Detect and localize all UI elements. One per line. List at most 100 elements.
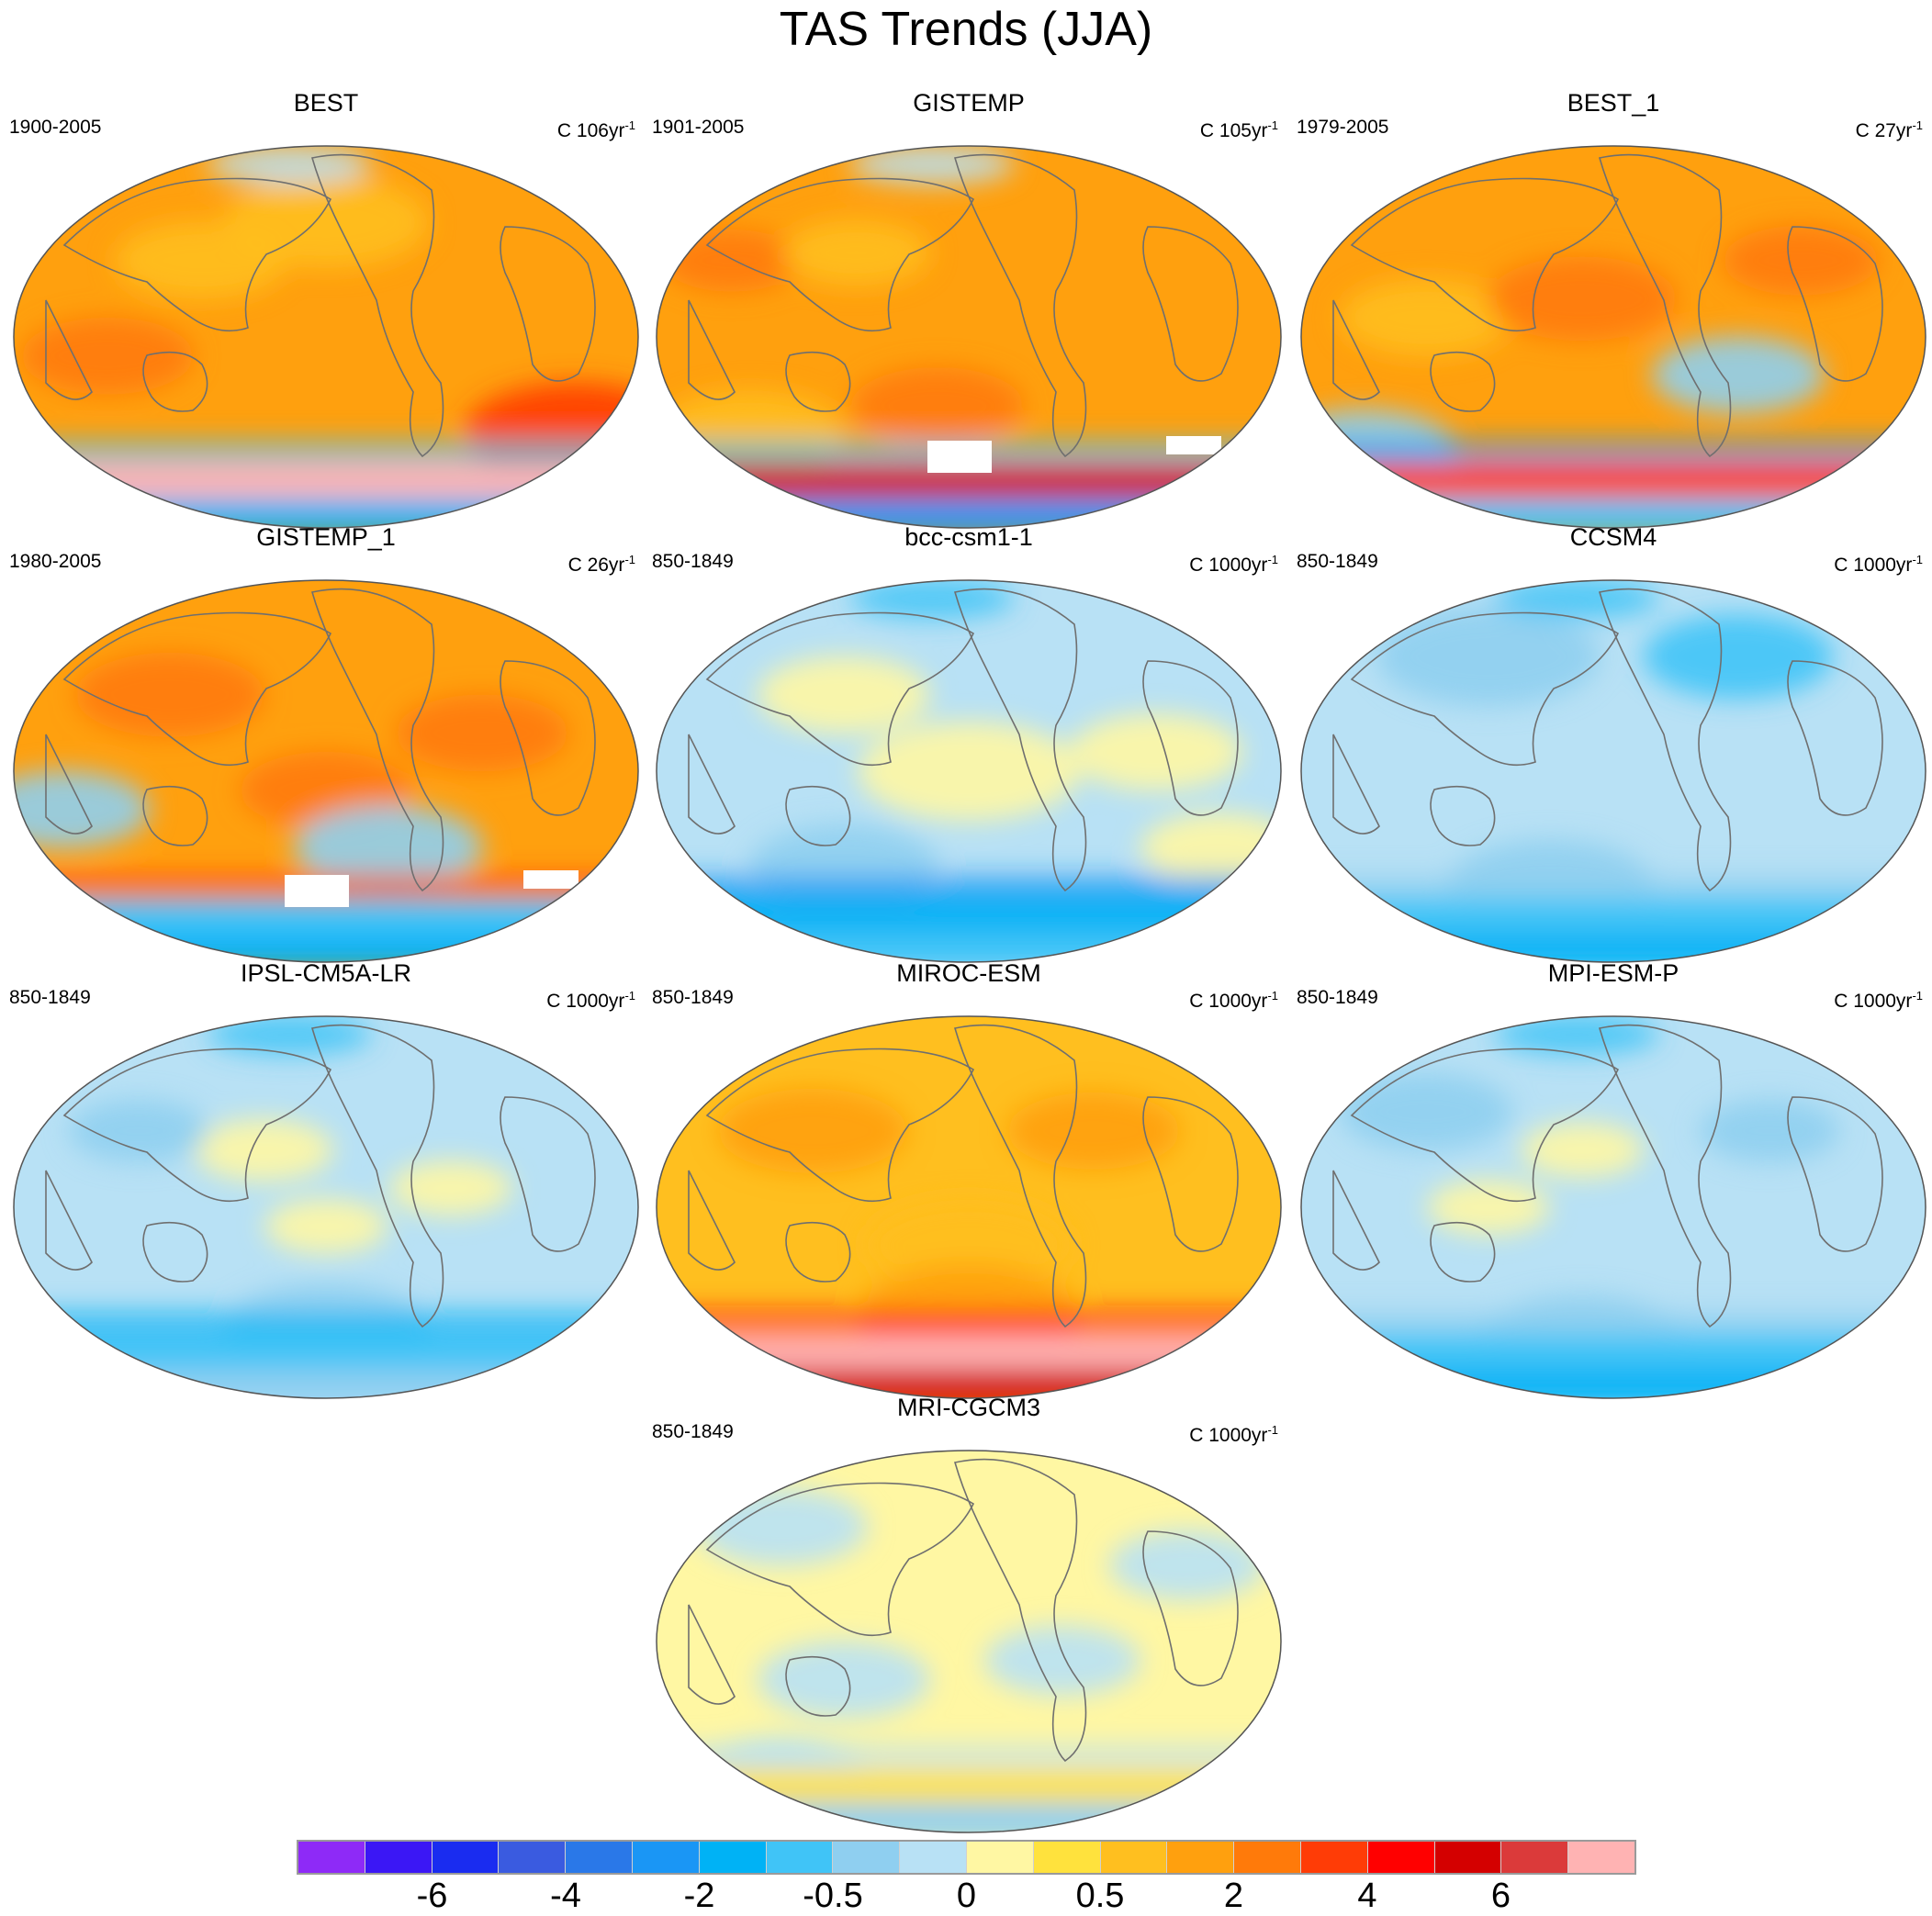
- map-canvas: [1300, 145, 1926, 529]
- trend-anomaly-region: [1427, 1180, 1550, 1235]
- antarctic-region: [657, 1803, 1281, 1832]
- map-canvas: [656, 1015, 1282, 1399]
- colorbar-box: [1100, 1842, 1168, 1873]
- map-projection-outline: [13, 579, 639, 963]
- map-canvas: [656, 1450, 1282, 1833]
- figure-title: TAS Trends (JJA): [779, 3, 1153, 56]
- map-canvas: [13, 145, 639, 529]
- missing-data-patch: [1166, 436, 1221, 454]
- missing-data-patch: [523, 870, 578, 889]
- panel-units: C 1000yr-1: [1834, 989, 1923, 1012]
- colorbar-box: [966, 1842, 1034, 1873]
- map-projection-outline: [656, 1015, 1282, 1399]
- colorbar-box: [1367, 1842, 1435, 1873]
- panel-title: GISTEMP: [913, 89, 1025, 117]
- colorbar-box: [499, 1842, 567, 1873]
- map-panel: IPSL-CM5A-LR 850-1849 C 1000yr-1: [9, 959, 643, 1399]
- antarctic-region: [657, 1311, 1281, 1335]
- panel-period: 1979-2005: [1297, 117, 1389, 138]
- panel-period: 850-1849: [652, 551, 734, 572]
- coastlines: [688, 588, 1239, 892]
- map-panel: GISTEMP_1 1980-2005 C 26yr-1: [9, 523, 643, 963]
- panel-period: 1980-2005: [9, 551, 102, 572]
- colorbar-box: [900, 1842, 967, 1873]
- colorbar-tick-label: 6: [1490, 1877, 1511, 1915]
- map-panel: MIROC-ESM 850-1849 C 1000yr-1: [652, 959, 1286, 1399]
- panel-title: BEST: [293, 89, 359, 117]
- colorbar: [297, 1840, 1636, 1875]
- coastlines: [45, 588, 596, 892]
- colorbar-tick-label: -6: [416, 1877, 448, 1915]
- map-projection-outline: [1300, 1015, 1926, 1399]
- map-projection-outline: [656, 145, 1282, 529]
- trend-anomaly-region: [75, 652, 264, 737]
- trend-anomaly-region: [1340, 1073, 1512, 1150]
- colorbar-box: [298, 1842, 365, 1873]
- map-projection-outline: [13, 1015, 639, 1399]
- trend-anomaly-region: [1070, 713, 1242, 791]
- arctic-region: [1494, 580, 1659, 619]
- map-canvas: [656, 579, 1282, 963]
- map-panel: BEST 1900-2005 C 106yr-1: [9, 89, 643, 529]
- trend-anomaly-region: [758, 655, 930, 734]
- panel-period: 850-1849: [1297, 987, 1378, 1008]
- colorbar-box: [432, 1842, 500, 1873]
- colorbar-box: [1167, 1842, 1235, 1873]
- colorbar-box: [699, 1842, 767, 1873]
- antarctic-region: [14, 441, 638, 465]
- trend-anomaly-region: [782, 219, 931, 286]
- colorbar-box: [566, 1842, 633, 1873]
- panel-title: MRI-CGCM3: [897, 1394, 1040, 1421]
- trend-anomaly-region: [1109, 1529, 1265, 1600]
- panel-units: C 1000yr-1: [1834, 553, 1923, 576]
- antarctic-region: [1301, 1311, 1926, 1335]
- panel-period: 1901-2005: [652, 117, 745, 138]
- southern-ocean-band: [1301, 1334, 1926, 1371]
- trend-anomaly-region: [1652, 336, 1825, 414]
- arctic-region: [849, 580, 1015, 619]
- panel-title: IPSL-CM5A-LR: [240, 959, 412, 987]
- map-projection-outline: [656, 579, 1282, 963]
- antarctic-region: [1301, 1369, 1926, 1398]
- colorbar-box: [1568, 1842, 1634, 1873]
- map-panel: MPI-ESM-P 850-1849 C 1000yr-1: [1297, 959, 1930, 1399]
- panel-period: 1900-2005: [9, 117, 102, 138]
- colorbar-box: [1234, 1842, 1301, 1873]
- arctic-region: [207, 1016, 372, 1055]
- map-panel: CCSM4 850-1849 C 1000yr-1: [1297, 523, 1930, 963]
- colorbar-box: [833, 1842, 901, 1873]
- panel-units: C 27yr-1: [1855, 118, 1923, 141]
- colorbar-tick-label: 0.5: [1075, 1877, 1125, 1915]
- trend-anomaly-region: [758, 1641, 930, 1719]
- colorbar-tick-label: -4: [550, 1877, 581, 1915]
- panel-units: C 1000yr-1: [1189, 553, 1278, 576]
- trend-anomaly-region: [1377, 607, 1600, 707]
- panel-units: C 26yr-1: [567, 553, 635, 576]
- trend-anomaly-region: [661, 229, 802, 292]
- trend-anomaly-region: [1723, 225, 1879, 296]
- map-canvas: [13, 1015, 639, 1399]
- map-panel: bcc-csm1-1 850-1849 C 1000yr-1: [652, 523, 1286, 963]
- trend-anomaly-region: [1644, 614, 1833, 700]
- trend-anomaly-region: [1700, 1099, 1839, 1162]
- trend-anomaly-region: [1521, 1122, 1644, 1178]
- trend-anomaly-region: [851, 366, 1024, 444]
- panel-title: GISTEMP_1: [256, 523, 396, 551]
- map-projection-outline: [1300, 579, 1926, 963]
- panel-period: 850-1849: [652, 987, 734, 1008]
- antarctic-region: [1301, 441, 1926, 465]
- panel-period: 850-1849: [1297, 551, 1378, 572]
- missing-data-patch: [285, 875, 349, 907]
- coastlines: [688, 153, 1239, 458]
- trend-anomaly-region: [718, 1088, 907, 1173]
- map-canvas: [1300, 1015, 1926, 1399]
- panel-title: MIROC-ESM: [896, 959, 1041, 987]
- map-canvas: [1300, 579, 1926, 963]
- trend-anomaly-region: [194, 1118, 333, 1182]
- arctic-region: [1494, 1016, 1659, 1055]
- colorbar-box: [1434, 1842, 1502, 1873]
- coastlines: [1332, 588, 1883, 892]
- map-canvas: [656, 145, 1282, 529]
- trend-anomaly-region: [1007, 1092, 1180, 1170]
- antarctic-region: [14, 1369, 638, 1398]
